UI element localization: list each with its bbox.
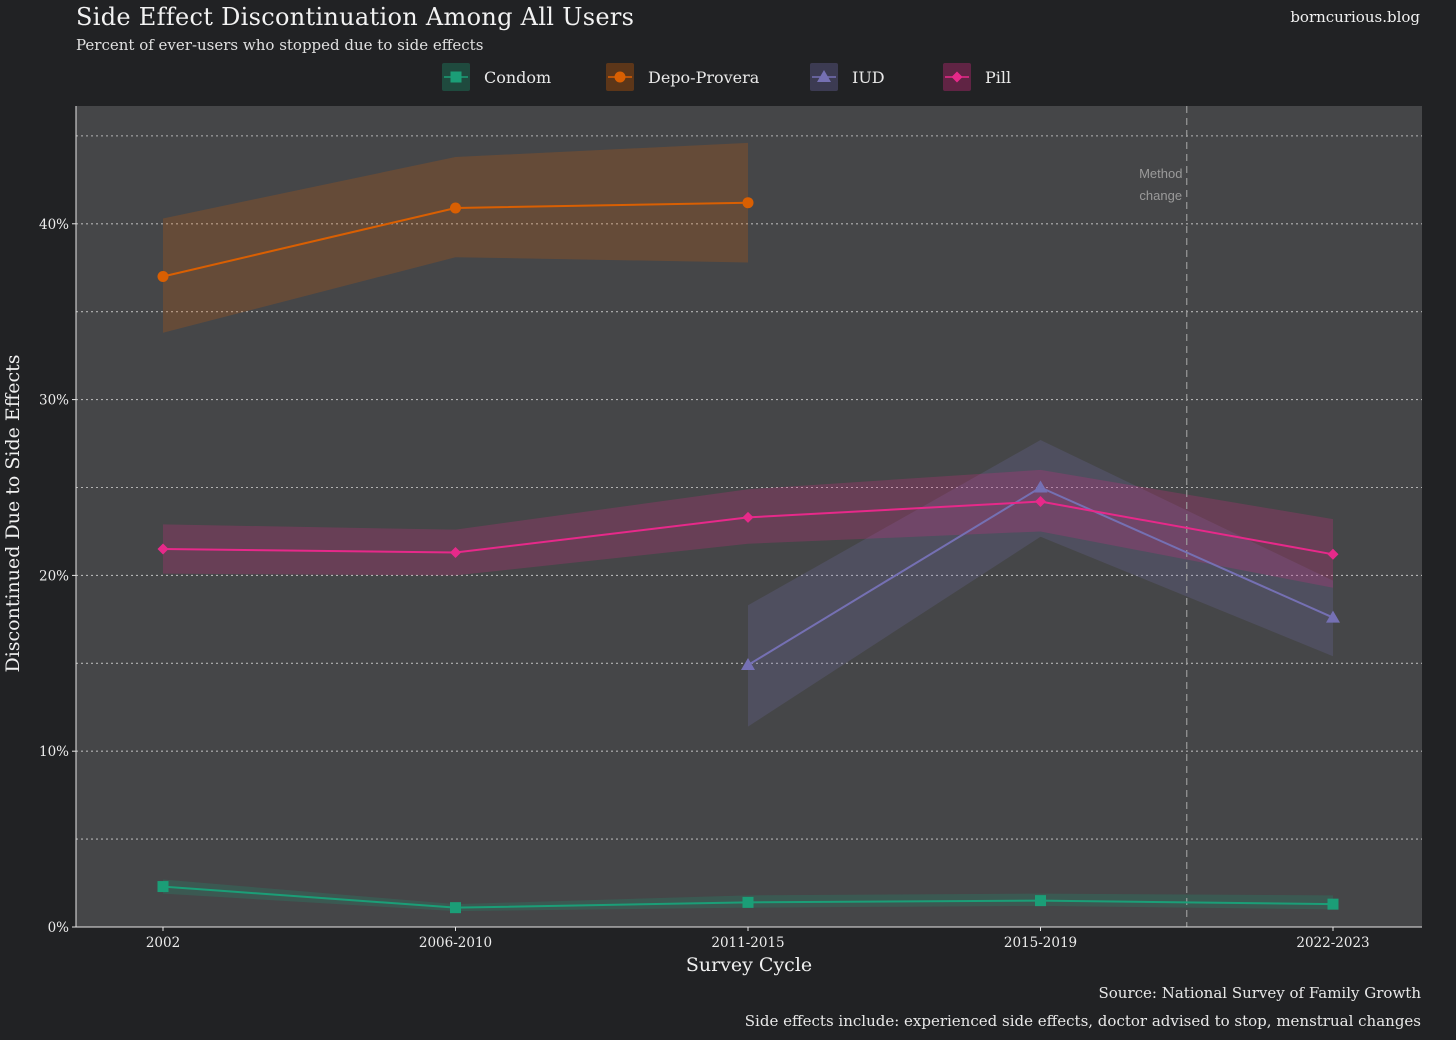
method-change-label: Method [1139, 166, 1182, 181]
point-condom [1035, 895, 1046, 907]
x-tick-label: 2015-2019 [1004, 935, 1077, 951]
legend-item-condom[interactable]: Condom [442, 62, 551, 92]
point-pill [1035, 496, 1046, 508]
legend-key-iud [810, 63, 838, 91]
point-iud [1326, 610, 1340, 623]
x-axis-title: Survey Cycle [686, 954, 812, 976]
point-pill [450, 547, 461, 559]
legend-item-depo-provera[interactable]: Depo-Provera [606, 62, 759, 92]
band-depo-provera [163, 142, 748, 333]
y-tick-label: 0% [48, 920, 70, 936]
point-condom [157, 881, 169, 893]
point-condom [1327, 898, 1339, 910]
point-pill [742, 511, 754, 523]
point-pill [1327, 548, 1339, 560]
legend-marker [951, 71, 963, 83]
legend-key-pill [943, 63, 971, 91]
y-tick-label: 40% [39, 217, 69, 233]
legend-marker [614, 71, 626, 83]
point-pill [157, 543, 169, 555]
x-tick-label: 2011-2015 [711, 935, 784, 951]
method-change-annotation: Method change [1139, 106, 1188, 927]
point-depo-provera [157, 271, 169, 283]
legend-label-depo-provera: Depo-Provera [648, 67, 760, 87]
chart-title: Side Effect Discontinuation Among All Us… [76, 3, 635, 31]
method-change-label: change [1139, 188, 1182, 203]
band-iud [748, 440, 1333, 727]
legend-marker [817, 70, 831, 82]
y-tick-label: 10% [39, 744, 69, 760]
point-depo-provera [742, 197, 754, 209]
y-tick-label: 20% [39, 568, 69, 584]
definition-note: Side effects include: experienced side e… [744, 1012, 1421, 1030]
point-iud [1033, 480, 1048, 493]
legend-label-iud: IUD [852, 67, 885, 87]
legend-item-pill[interactable]: Pill [943, 62, 1011, 92]
legend-label-pill: Pill [985, 67, 1012, 87]
point-condom [742, 896, 754, 908]
point-depo-provera [450, 202, 461, 214]
point-condom [450, 902, 461, 914]
chart-subtitle: Percent of ever-users who stopped due to… [76, 36, 484, 54]
x-tick-label: 2002 [146, 935, 180, 951]
x-tick-label: 2022-2023 [1296, 935, 1369, 951]
x-tick-label: 2006-2010 [419, 935, 492, 951]
legend-label-condom: Condom [484, 67, 552, 87]
y-axis-title: Discontinued Due to Side Effects [2, 354, 24, 672]
axes: 0% 10% 20% 30% 40% 2002 2006-2010 2011-2015 2015… [39, 106, 1422, 951]
series-markers [157, 197, 1340, 914]
gridlines [76, 135, 1422, 840]
legend-key-depo-provera [606, 63, 634, 91]
legend-key-condom [442, 63, 470, 91]
y-tick-label: 30% [39, 393, 69, 409]
brand-label: borncurious.blog [1290, 8, 1420, 26]
source-note: Source: National Survey of Family Growth [1098, 984, 1422, 1002]
legend-item-iud[interactable]: IUD [810, 62, 885, 92]
point-iud [741, 658, 755, 671]
legend: Condom Depo-Provera IUD Pill [0, 62, 1456, 92]
legend-marker [450, 71, 462, 83]
